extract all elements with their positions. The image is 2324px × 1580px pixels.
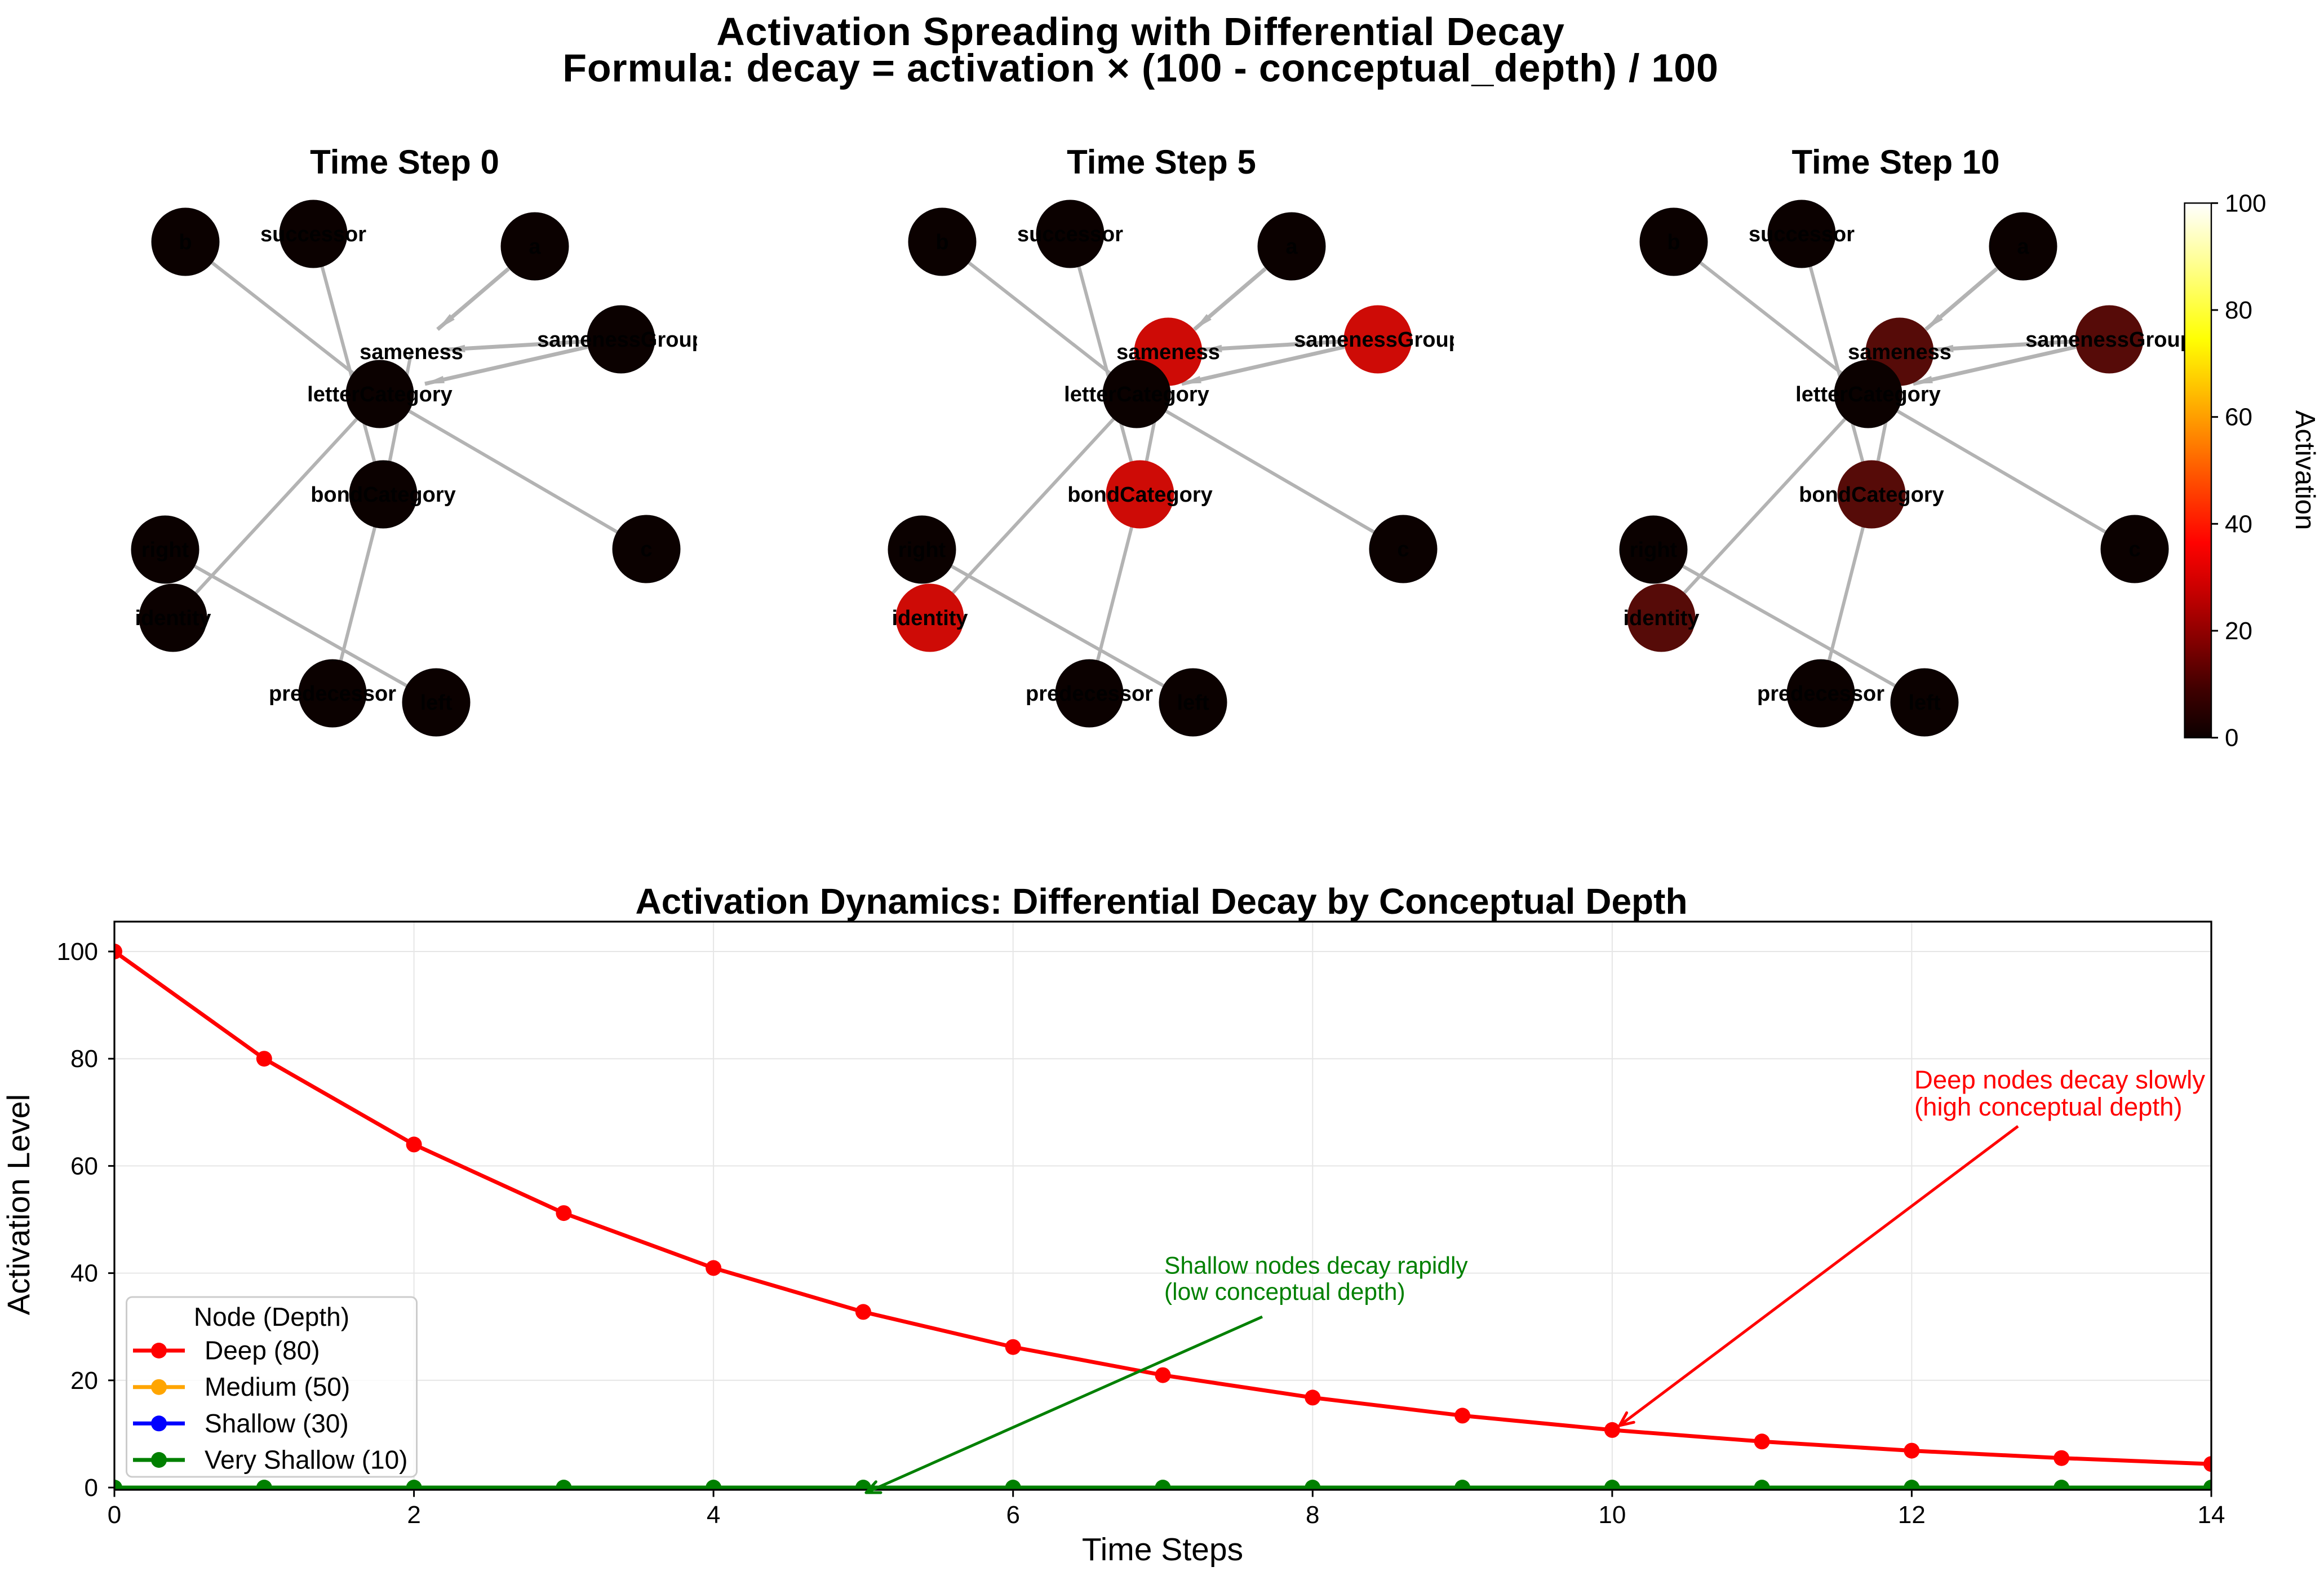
svg-text:Activation: Activation: [2290, 410, 2320, 530]
svg-text:Activation Dynamics: Different: Activation Dynamics: Differential Decay …: [635, 881, 1687, 922]
svg-text:100: 100: [57, 938, 98, 966]
svg-text:sameness: sameness: [360, 340, 463, 364]
svg-text:80: 80: [2225, 296, 2252, 324]
svg-text:c: c: [640, 538, 652, 561]
svg-text:sameness: sameness: [1116, 340, 1220, 364]
svg-text:20: 20: [70, 1367, 98, 1395]
svg-text:0: 0: [2225, 724, 2238, 752]
svg-text:14: 14: [2198, 1501, 2225, 1529]
svg-text:sameness: sameness: [1848, 340, 1952, 364]
svg-text:predecessor: predecessor: [269, 682, 396, 706]
svg-text:successor: successor: [260, 223, 366, 246]
svg-text:c: c: [2128, 538, 2140, 561]
svg-text:Time Step 0: Time Step 0: [310, 143, 499, 181]
svg-text:bondCategory: bondCategory: [1067, 483, 1213, 507]
svg-text:bondCategory: bondCategory: [311, 483, 456, 507]
svg-text:a: a: [529, 235, 541, 259]
svg-text:a: a: [2017, 235, 2029, 259]
svg-text:80: 80: [70, 1045, 98, 1073]
svg-text:samenessGroup: samenessGroup: [1294, 328, 1462, 352]
svg-text:left: left: [1909, 691, 1941, 715]
svg-text:samenessGroup: samenessGroup: [537, 328, 705, 352]
svg-text:(low conceptual depth): (low conceptual depth): [1164, 1279, 1405, 1305]
svg-text:right: right: [1630, 538, 1678, 562]
svg-text:6: 6: [1006, 1501, 1019, 1529]
svg-text:b: b: [935, 231, 948, 254]
svg-text:10: 10: [1598, 1501, 1626, 1529]
svg-text:right: right: [898, 538, 946, 562]
svg-text:Shallow nodes decay rapidly: Shallow nodes decay rapidly: [1164, 1253, 1468, 1280]
svg-text:predecessor: predecessor: [1757, 682, 1884, 706]
svg-text:a: a: [1285, 235, 1298, 259]
svg-text:Medium (50): Medium (50): [205, 1372, 350, 1401]
svg-text:Very Shallow (10): Very Shallow (10): [205, 1445, 408, 1475]
svg-text:b: b: [1667, 231, 1680, 254]
svg-text:successor: successor: [1749, 223, 1855, 246]
svg-text:Time Step 5: Time Step 5: [1067, 143, 1256, 181]
svg-text:identity: identity: [1623, 607, 1699, 630]
svg-text:8: 8: [1306, 1501, 1319, 1529]
svg-text:Deep (80): Deep (80): [205, 1336, 320, 1365]
svg-text:right: right: [141, 538, 189, 562]
svg-text:letterCategory: letterCategory: [1064, 383, 1209, 406]
svg-text:c: c: [1397, 538, 1409, 561]
svg-text:identity: identity: [892, 607, 968, 630]
svg-text:4: 4: [707, 1501, 720, 1529]
svg-text:Formula: decay = activation ×: Formula: decay = activation × (100 - con…: [562, 46, 1718, 90]
svg-text:letterCategory: letterCategory: [1795, 383, 1941, 406]
svg-text:Deep nodes decay slowly: Deep nodes decay slowly: [1914, 1065, 2205, 1094]
svg-text:b: b: [179, 231, 192, 254]
svg-text:20: 20: [2225, 617, 2252, 645]
svg-text:successor: successor: [1017, 223, 1123, 246]
svg-text:Activation Level: Activation Level: [1, 1094, 36, 1315]
svg-text:Activation Spreading with Diff: Activation Spreading with Differential D…: [716, 10, 1565, 54]
svg-text:40: 40: [2225, 510, 2252, 538]
svg-text:Shallow (30): Shallow (30): [205, 1409, 349, 1438]
svg-text:(high conceptual depth): (high conceptual depth): [1914, 1092, 2183, 1121]
svg-text:2: 2: [407, 1501, 420, 1529]
svg-text:left: left: [420, 691, 453, 715]
svg-text:Node (Depth): Node (Depth): [194, 1302, 349, 1331]
svg-text:bondCategory: bondCategory: [1799, 483, 1944, 507]
svg-text:identity: identity: [135, 607, 211, 630]
svg-text:12: 12: [1898, 1501, 1926, 1529]
svg-text:samenessGroup: samenessGroup: [2025, 328, 2193, 352]
svg-text:Time Step 10: Time Step 10: [1791, 143, 1999, 181]
svg-text:predecessor: predecessor: [1026, 682, 1153, 706]
svg-text:60: 60: [2225, 404, 2252, 431]
svg-text:40: 40: [70, 1260, 98, 1287]
svg-text:letterCategory: letterCategory: [307, 383, 453, 406]
svg-text:0: 0: [85, 1474, 98, 1502]
svg-text:100: 100: [2225, 189, 2266, 217]
svg-text:60: 60: [70, 1152, 98, 1180]
svg-text:Time Steps: Time Steps: [1082, 1532, 1243, 1568]
svg-text:0: 0: [108, 1501, 121, 1529]
svg-text:left: left: [1177, 691, 1209, 715]
